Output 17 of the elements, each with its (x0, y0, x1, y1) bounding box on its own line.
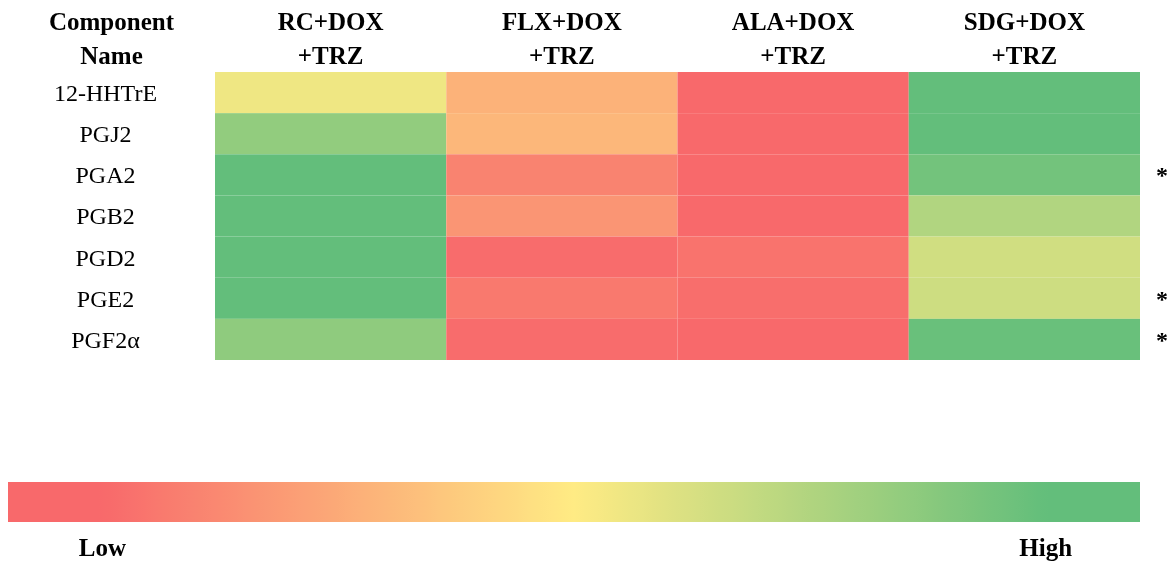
x-tick-label: FLX+DOX +TRZ (501, 8, 622, 69)
y-tick-label: PGD2 (75, 244, 136, 271)
y-tick-label: PGB2 (76, 203, 135, 230)
x-tick-label: RC+DOX +TRZ (277, 8, 384, 69)
y2-tick-label: * (1156, 285, 1168, 312)
y2-tick-label: * (1156, 162, 1168, 189)
y-tick-label: PGE2 (76, 285, 135, 312)
x-tick-label: SDG+DOX +TRZ (963, 8, 1085, 69)
x-tick-label: ALA+DOX +TRZ (731, 8, 855, 69)
y-tick-label: PGA2 (75, 162, 136, 189)
y-tick-label: PGJ2 (79, 121, 132, 148)
y-tick-label: PGF2α (71, 326, 141, 353)
y-axis-title: Component Name (48, 8, 175, 69)
y-tick-label: 12-HHTrE (53, 79, 158, 106)
color-bar-label: High (1019, 534, 1073, 561)
color-bar-label: Low (78, 534, 126, 561)
y2-tick-label: * (1156, 326, 1168, 353)
